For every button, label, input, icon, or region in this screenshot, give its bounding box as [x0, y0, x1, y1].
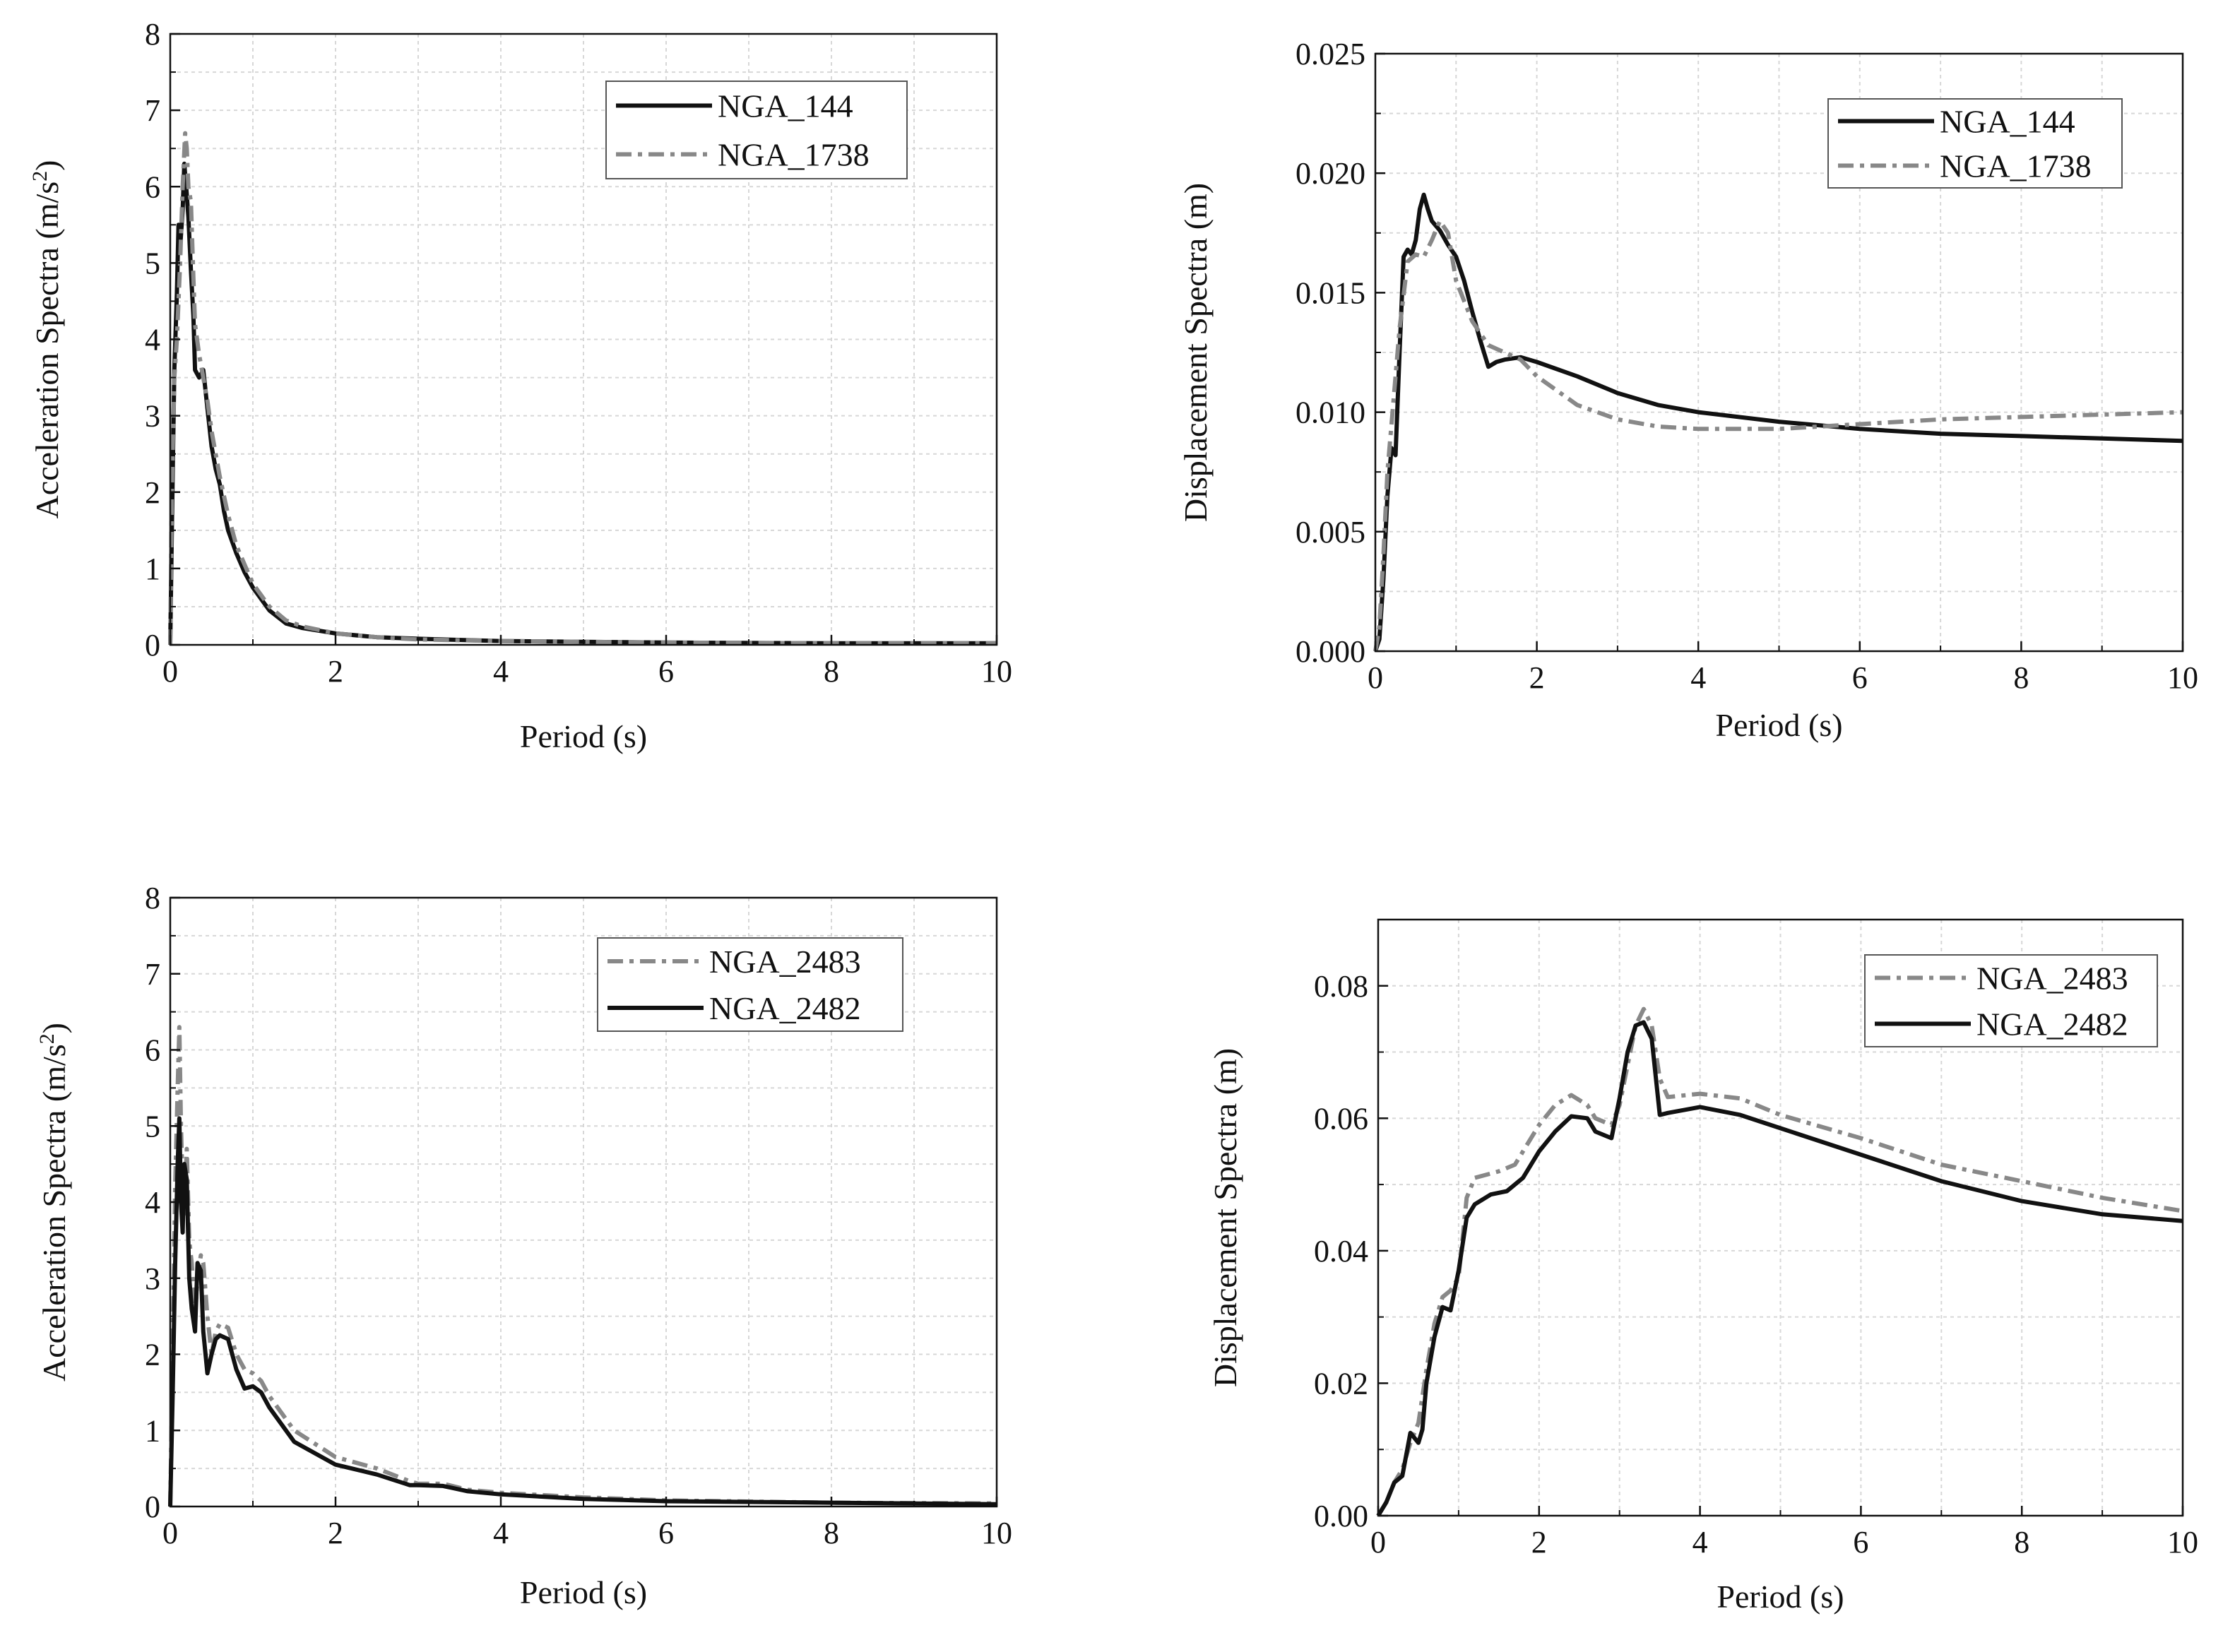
x-tick-label: 10 — [981, 654, 1012, 689]
x-axis-label: Period (s) — [1715, 707, 1842, 743]
grid — [1378, 920, 2183, 1516]
y-tick-label: 0 — [145, 628, 160, 662]
y-axis-label-superscript: 2 — [35, 1033, 59, 1044]
x-axis-label: Period (s) — [520, 718, 647, 754]
legend-box — [597, 937, 903, 1032]
y-tick-label: 3 — [145, 399, 160, 434]
y-tick-label: 2 — [145, 475, 160, 510]
y-tick-label: 0.06 — [1314, 1101, 1368, 1136]
y-tick-label: 0 — [145, 1490, 160, 1524]
x-tick-label: 8 — [2013, 660, 2029, 695]
legend-label: NGA_1738 — [718, 137, 870, 173]
x-tick-label: 6 — [1852, 660, 1868, 695]
y-tick-label: 0.00 — [1314, 1499, 1368, 1533]
x-tick-label: 6 — [658, 1516, 674, 1550]
legend-label: NGA_144 — [1940, 104, 2075, 140]
y-tick-label: 0.02 — [1314, 1366, 1368, 1401]
chart-acceleration-bottom: 0 2 4 6 8 10 0 1 2 3 4 5 6 7 8 Period (s) Acceleration S… — [35, 881, 1012, 1610]
x-tick-label: 0 — [1368, 660, 1383, 695]
legend: NGA_2483 NGA_2482 — [1864, 954, 2158, 1047]
y-tick-label: 6 — [145, 170, 160, 204]
chart-acceleration-top: 0 2 4 6 8 10 0 1 2 3 4 5 6 7 8 Period (s) Acceleration S… — [28, 17, 1012, 754]
x-tick-label: 6 — [1853, 1525, 1868, 1559]
y-tick-label: 8 — [145, 881, 160, 915]
y-axis-label-superscript: 2 — [28, 171, 52, 182]
y-tick-label: 8 — [145, 17, 160, 52]
x-tick-label: 4 — [1690, 660, 1706, 695]
legend-label: NGA_2483 — [1976, 961, 2128, 997]
x-tick-label: 8 — [2014, 1525, 2029, 1559]
y-tick-label: 0.08 — [1314, 969, 1368, 1004]
legend: NGA_144 NGA_1738 — [1827, 98, 2123, 189]
y-axis-label-main: Acceleration Spectra (m/s — [29, 182, 65, 519]
y-tick-label: 2 — [145, 1338, 160, 1372]
y-axis-label-main: Displacement Spectra (m) — [1207, 1048, 1243, 1387]
x-tick-label: 6 — [658, 654, 674, 689]
y-tick-label: 5 — [145, 1109, 160, 1143]
legend: NGA_144 NGA_1738 — [605, 81, 908, 179]
series-line-nga-2482 — [168, 1116, 997, 1507]
x-tick-label: 8 — [824, 654, 839, 689]
y-tick-label: 6 — [145, 1033, 160, 1068]
series-line-nga-144 — [1373, 192, 2183, 652]
y-axis-label-tail: ) — [29, 160, 65, 170]
legend-box — [605, 81, 908, 179]
y-tick-label: 0.015 — [1296, 275, 1365, 310]
x-tick-label: 2 — [328, 1516, 343, 1550]
y-axis-label: Displacement Spectra (m) — [1178, 183, 1214, 522]
y-axis-label: Acceleration Spectra (m/s2) — [35, 1023, 72, 1381]
y-axis-label-main: Acceleration Spectra (m/s — [36, 1044, 72, 1381]
y-tick-label: 0.000 — [1296, 634, 1365, 669]
x-tick-label: 2 — [1529, 660, 1545, 695]
legend: NGA_2483 NGA_2482 — [597, 937, 903, 1032]
legend-box — [1864, 954, 2158, 1047]
y-tick-label: 7 — [145, 957, 160, 992]
x-tick-label: 8 — [824, 1516, 839, 1550]
x-tick-label: 2 — [328, 654, 343, 689]
legend-label: NGA_2483 — [709, 944, 861, 980]
x-tick-label: 10 — [2167, 1525, 2198, 1559]
y-tick-label: 5 — [145, 246, 160, 280]
legend-label: NGA_2482 — [1976, 1006, 2128, 1042]
y-tick-label: 4 — [145, 1185, 160, 1220]
x-tick-label: 0 — [162, 1516, 178, 1550]
y-tick-label: 1 — [145, 552, 160, 586]
legend-label: NGA_1738 — [1940, 148, 2092, 184]
x-tick-label: 4 — [1693, 1525, 1708, 1559]
x-tick-label: 2 — [1531, 1525, 1547, 1559]
x-tick-label: 0 — [1370, 1525, 1386, 1559]
legend-label: NGA_144 — [718, 88, 853, 124]
x-tick-label: 10 — [981, 1516, 1012, 1550]
legend-label: NGA_2482 — [709, 990, 861, 1026]
y-tick-label: 1 — [145, 1413, 160, 1448]
series-line-nga-2482 — [1376, 1020, 2183, 1517]
y-tick-label: 0.020 — [1296, 156, 1365, 191]
y-tick-label: 7 — [145, 93, 160, 128]
chart-displacement-bottom: 0 2 4 6 8 10 0.00 0.02 0.04 0.06 0.08 Period (s) Dis… — [1207, 918, 2198, 1615]
x-tick-label: 4 — [493, 1516, 509, 1550]
y-tick-label: 0.04 — [1314, 1234, 1368, 1268]
y-tick-label: 0.025 — [1296, 37, 1365, 71]
grid — [170, 898, 997, 1507]
x-axis-label: Period (s) — [520, 1574, 647, 1610]
y-tick-label: 4 — [145, 323, 160, 357]
chart-displacement-top: 0 2 4 6 8 10 0.000 0.005 0.010 0.015 0.020 0.025 Per… — [1178, 37, 2198, 743]
y-axis-label-main: Displacement Spectra (m) — [1178, 183, 1214, 522]
x-axis-label: Period (s) — [1717, 1579, 1844, 1615]
y-axis-label: Acceleration Spectra (m/s2) — [28, 160, 65, 518]
x-tick-label: 4 — [493, 654, 509, 689]
legend-box — [1827, 98, 2123, 189]
y-tick-label: 0.005 — [1296, 515, 1365, 549]
y-axis-label-tail: ) — [36, 1023, 72, 1033]
x-tick-label: 10 — [2167, 660, 2198, 695]
y-tick-label: 0.010 — [1296, 396, 1365, 430]
x-tick-label: 0 — [162, 654, 178, 689]
y-axis-label: Displacement Spectra (m) — [1207, 1048, 1243, 1387]
series-line-nga-2483 — [1376, 1006, 2183, 1517]
y-tick-label: 3 — [145, 1261, 160, 1296]
